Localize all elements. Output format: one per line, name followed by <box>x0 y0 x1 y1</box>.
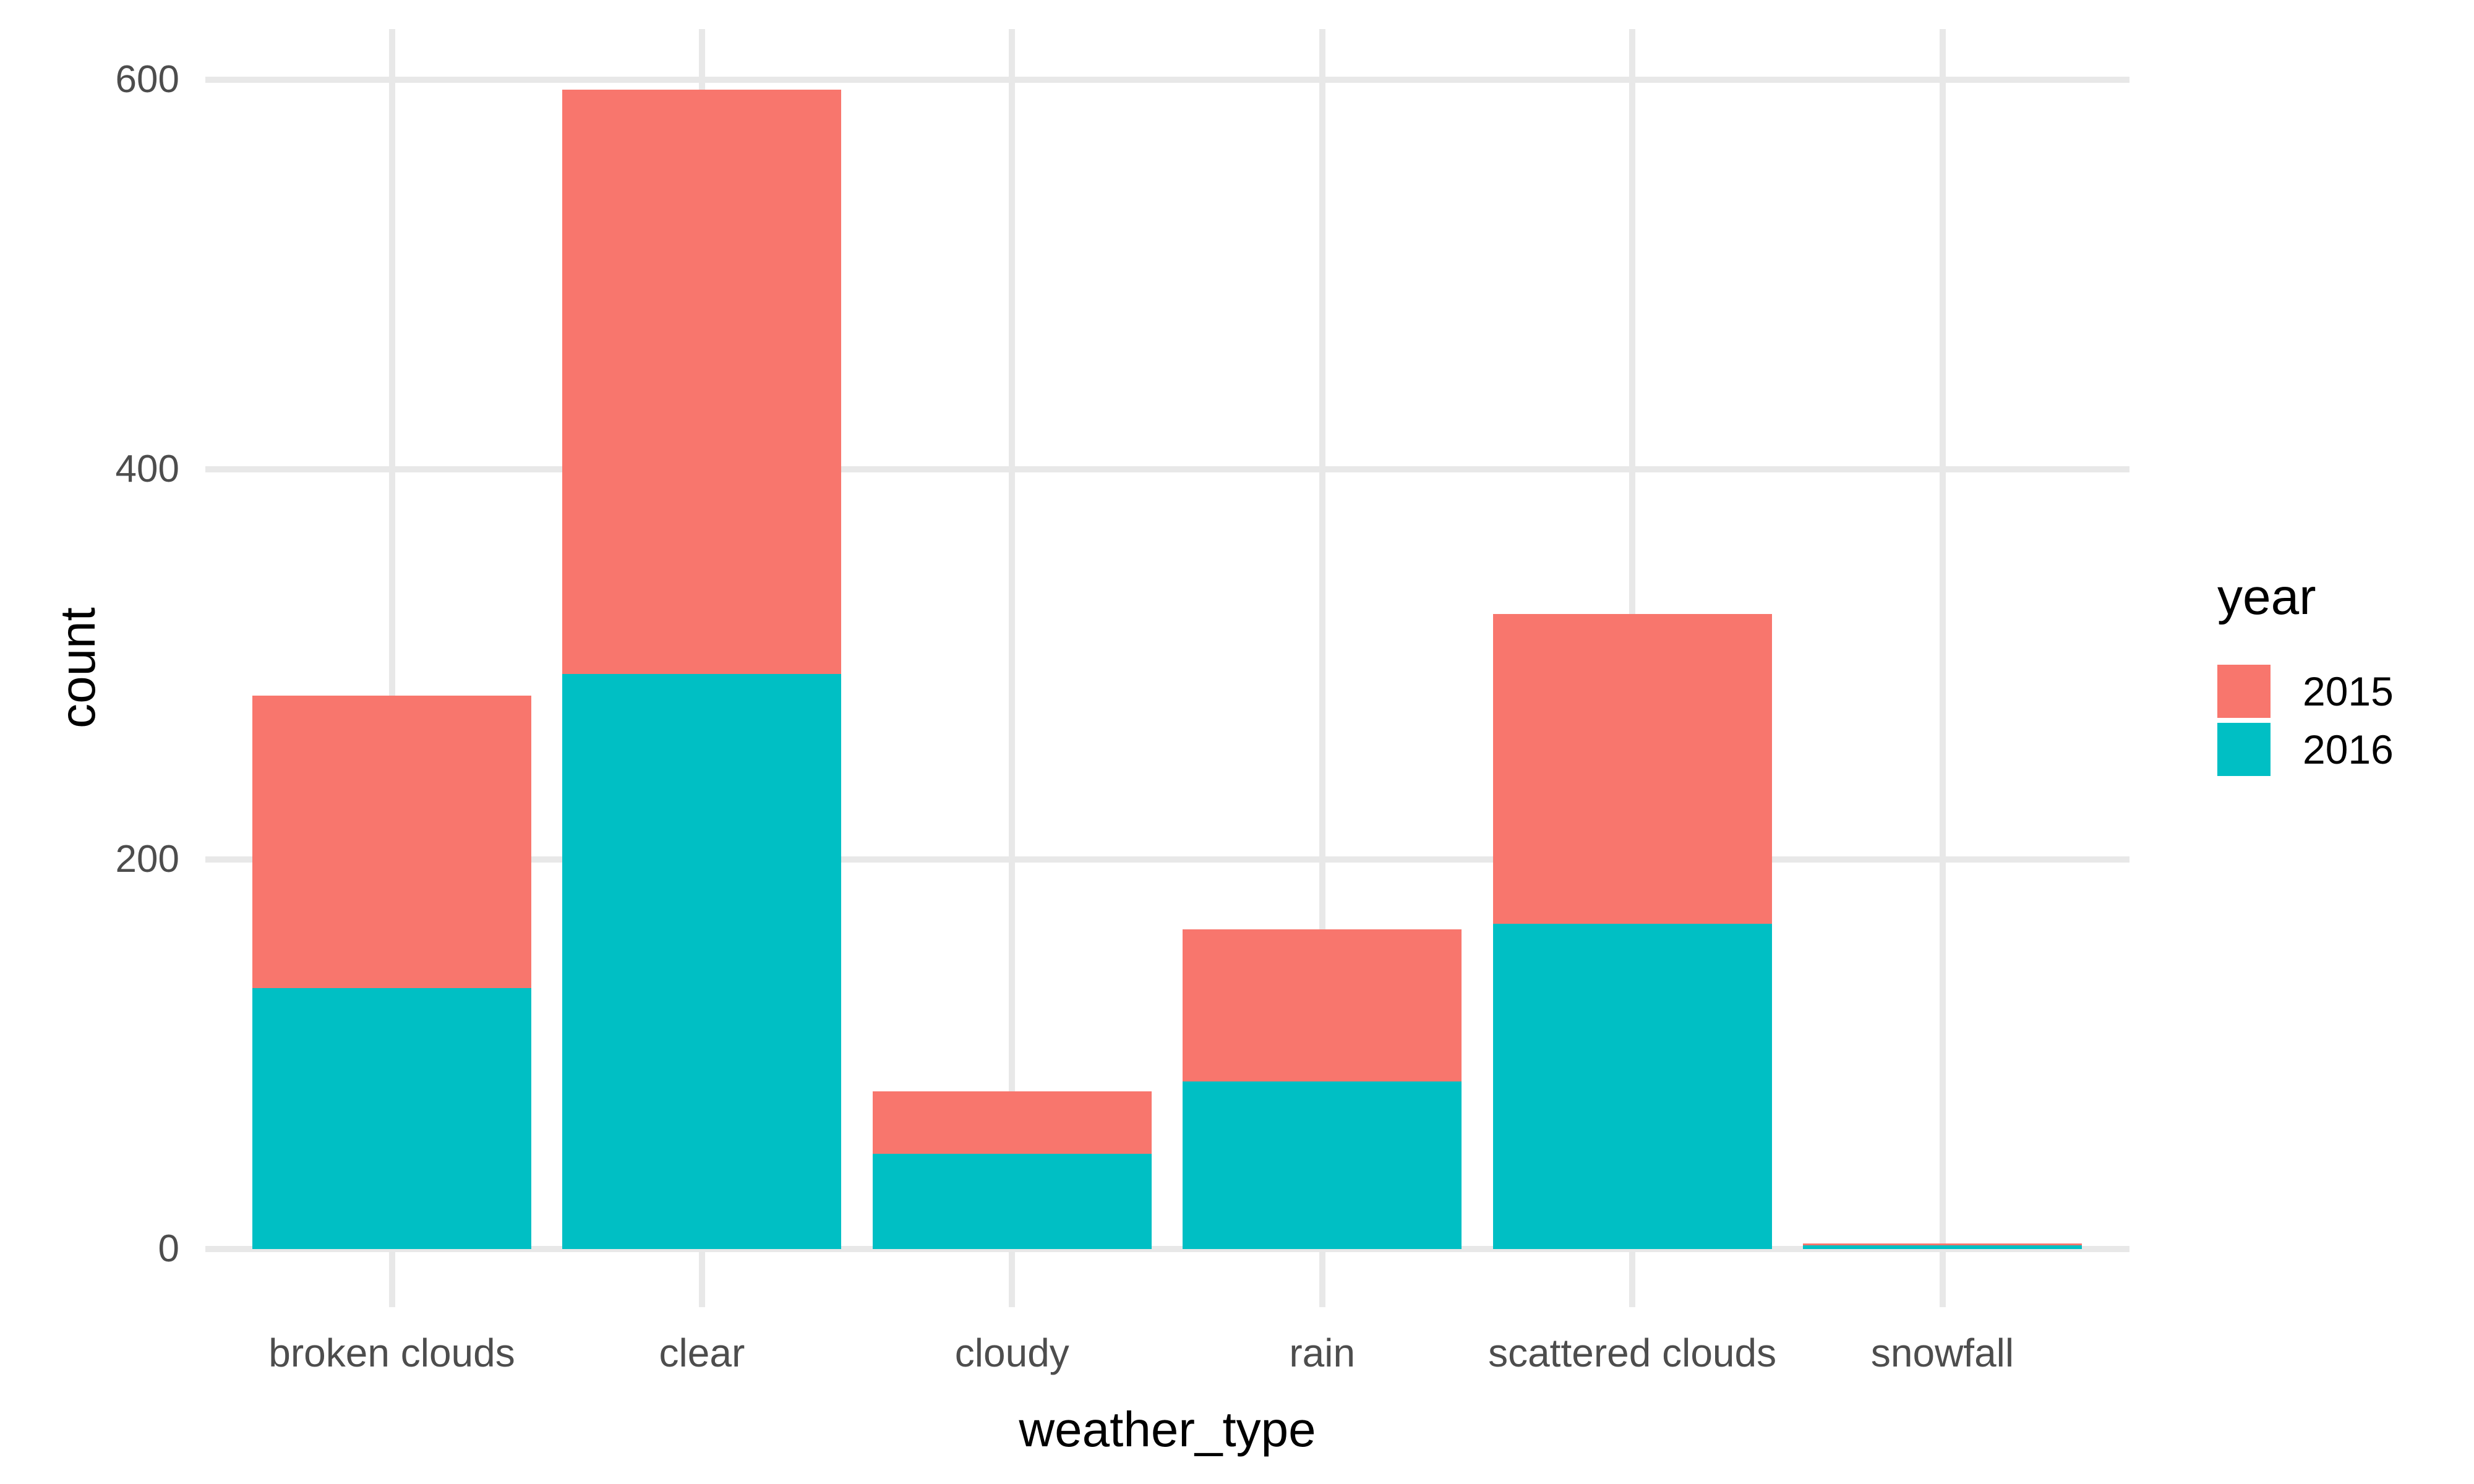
y-tick-label: 600 <box>115 58 179 101</box>
legend-item-2016: 2016 <box>2217 723 2394 776</box>
y-tick-label: 200 <box>115 837 179 881</box>
bar-segment-2015-snowfall <box>1803 1243 2082 1245</box>
gridline-vertical <box>1939 29 1946 1307</box>
bar-segment-2016-broken-clouds <box>252 987 531 1249</box>
gridline-vertical <box>388 29 395 1307</box>
bar-segment-2016-cloudy <box>872 1153 1152 1249</box>
x-tick-label: scattered clouds <box>1488 1331 1777 1375</box>
x-tick-label: clear <box>659 1331 745 1375</box>
x-tick-label: rain <box>1289 1331 1356 1375</box>
gridline-vertical <box>1009 29 1016 1307</box>
legend-items: 2015 2016 <box>2217 665 2394 776</box>
bar-segment-2016-snowfall <box>1803 1245 2082 1249</box>
plot-panel <box>205 29 2129 1307</box>
legend-title: year <box>2217 569 2316 625</box>
gridline-horizontal <box>205 466 2129 473</box>
bar-segment-2015-clear <box>562 89 842 675</box>
legend-swatch-2016 <box>2217 723 2271 776</box>
y-axis-title: count <box>49 607 105 728</box>
legend-item-2015: 2015 <box>2217 665 2394 718</box>
gridline-horizontal <box>205 856 2129 863</box>
bar-segment-2016-scattered-clouds <box>1492 923 1772 1249</box>
y-tick-label: 0 <box>158 1227 179 1270</box>
legend-item-label: 2015 <box>2303 668 2394 714</box>
bar-segment-2015-rain <box>1183 929 1462 1081</box>
bar-segment-2016-rain <box>1183 1081 1462 1249</box>
y-tick-label: 400 <box>115 448 179 491</box>
x-tick-label: broken clouds <box>268 1331 515 1375</box>
bar-segment-2015-cloudy <box>872 1091 1152 1154</box>
bar-segment-2015-broken-clouds <box>252 696 531 988</box>
x-tick-label: snowfall <box>1870 1331 2014 1375</box>
bar-segment-2016-clear <box>562 674 842 1249</box>
legend-item-label: 2016 <box>2303 727 2394 772</box>
bar-segment-2015-scattered-clouds <box>1492 613 1772 924</box>
gridline-vertical <box>1319 29 1325 1307</box>
gridline-horizontal <box>205 77 2129 83</box>
x-tick-label: cloudy <box>954 1331 1069 1375</box>
legend-swatch-2015 <box>2217 665 2271 718</box>
gridline-horizontal <box>205 1246 2129 1252</box>
legend: year 2015 2016 <box>2217 572 2394 781</box>
x-axis-title: weather_type <box>1019 1402 1316 1457</box>
